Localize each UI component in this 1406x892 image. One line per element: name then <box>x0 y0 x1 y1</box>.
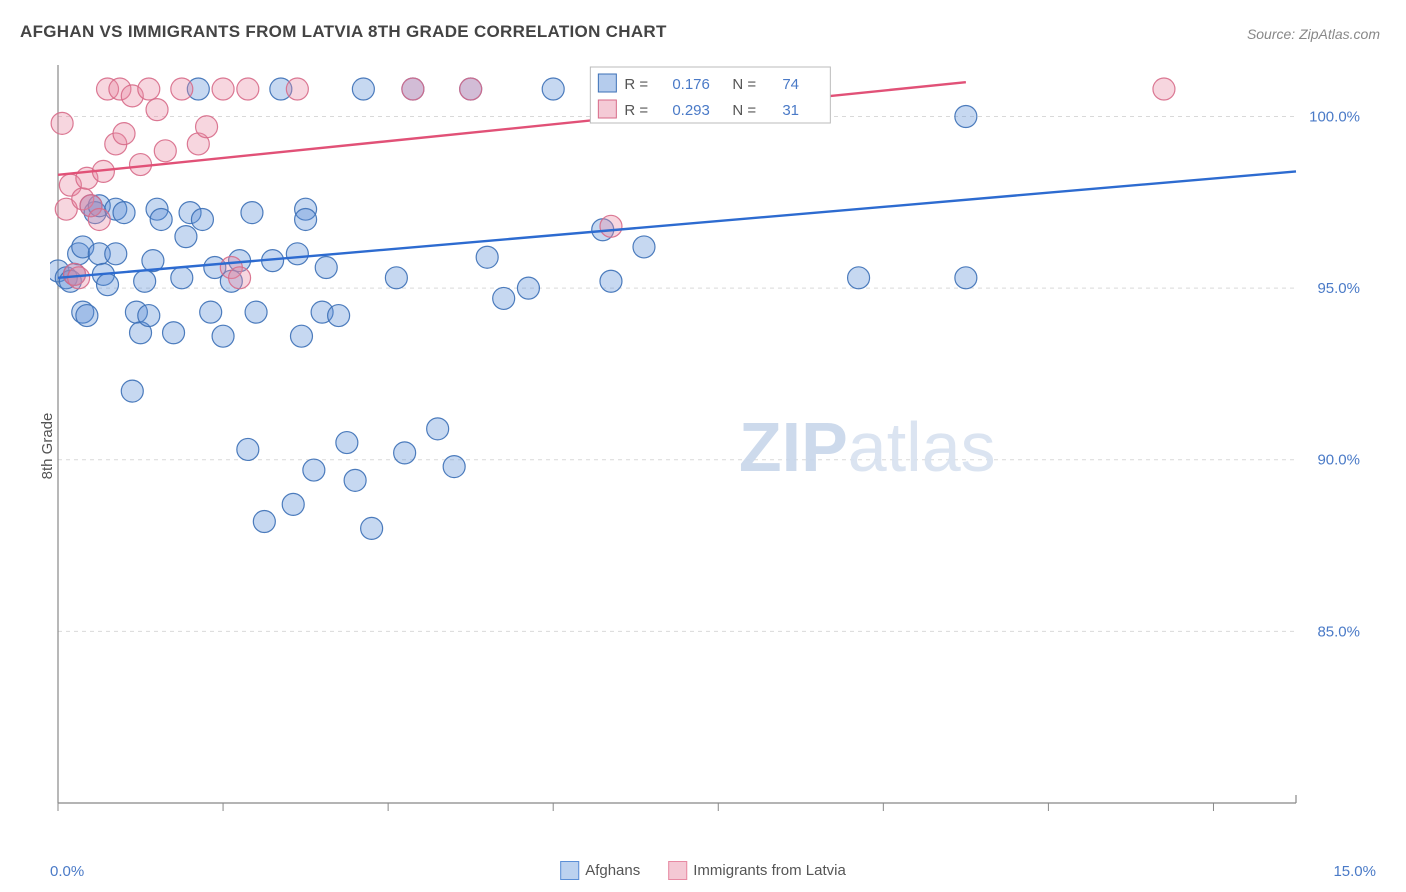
svg-text:0.176: 0.176 <box>672 76 710 93</box>
x-axis-min-label: 0.0% <box>50 863 84 880</box>
chart-title: AFGHAN VS IMMIGRANTS FROM LATVIA 8TH GRA… <box>20 22 667 42</box>
svg-text:90.0%: 90.0% <box>1317 452 1360 469</box>
legend-label-afghans: Afghans <box>585 862 640 879</box>
svg-text:31: 31 <box>782 102 799 119</box>
svg-text:74: 74 <box>782 76 799 93</box>
source-label: Source: ZipAtlas.com <box>1247 26 1380 42</box>
svg-text:N =: N = <box>732 76 756 93</box>
plot-area: 85.0% 90.0% 95.0% 100.0% ZIPatlas R = 0.176 N =… <box>50 55 1370 825</box>
legend-swatch-afghans <box>560 861 579 880</box>
chart-svg: 85.0% 90.0% 95.0% 100.0% ZIPatlas R = 0.176 N =… <box>50 55 1370 825</box>
svg-text:ZIPatlas: ZIPatlas <box>739 408 996 486</box>
svg-text:R =: R = <box>624 102 648 119</box>
legend-swatch-latvia <box>668 861 687 880</box>
bottom-legend: Afghans Immigrants from Latvia <box>560 861 846 880</box>
svg-text:0.293: 0.293 <box>672 102 710 119</box>
legend-label-latvia: Immigrants from Latvia <box>693 862 846 879</box>
svg-text:85.0%: 85.0% <box>1317 623 1360 640</box>
svg-text:95.0%: 95.0% <box>1317 280 1360 297</box>
legend-item-afghans: Afghans <box>560 861 640 880</box>
legend-item-latvia: Immigrants from Latvia <box>668 861 846 880</box>
x-axis-max-label: 15.0% <box>1333 863 1376 880</box>
svg-text:100.0%: 100.0% <box>1309 108 1360 125</box>
svg-text:N =: N = <box>732 102 756 119</box>
svg-text:R =: R = <box>624 76 648 93</box>
